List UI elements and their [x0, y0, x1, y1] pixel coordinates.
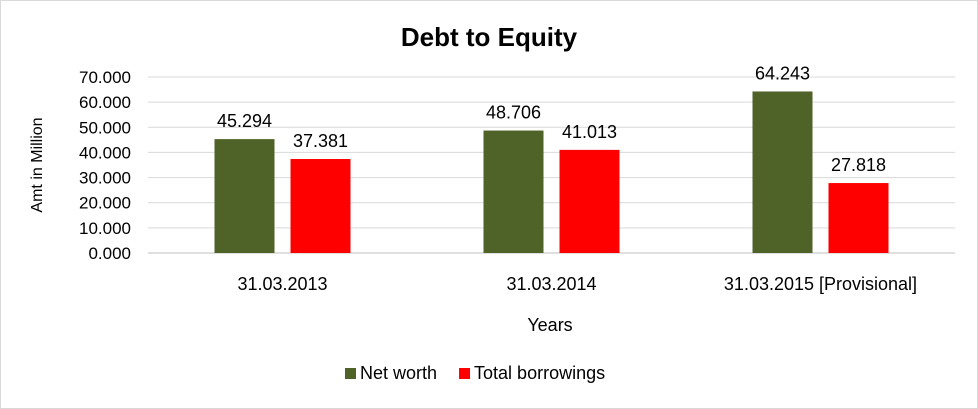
y-tick-label: 40.000	[79, 143, 131, 162]
data-label: 45.294	[217, 111, 272, 131]
y-tick-label: 30.000	[79, 169, 131, 188]
data-label: 48.706	[486, 103, 541, 123]
bar-net-worth	[483, 130, 544, 253]
legend-swatch-net-worth	[345, 368, 356, 379]
x-tick-label: 31.03.2014	[506, 274, 596, 294]
bars	[214, 91, 889, 254]
data-labels: 45.294 37.381 48.706 41.013 64.243 27.818	[217, 63, 886, 175]
y-tick-label: 60.000	[79, 93, 131, 112]
y-tick-label: 0.000	[88, 244, 131, 263]
legend: Net worth Total borrowings	[345, 363, 605, 383]
y-tick-label: 20.000	[79, 194, 131, 213]
data-label: 64.243	[755, 63, 810, 83]
data-label: 41.013	[562, 122, 617, 142]
y-tick-label: 50.000	[79, 118, 131, 137]
x-axis-label: Years	[527, 315, 572, 335]
gridlines	[148, 76, 955, 254]
y-tick-label: 70.000	[79, 68, 131, 87]
bar-total-borrowings	[828, 183, 889, 253]
y-tick-label: 10.000	[79, 219, 131, 238]
data-label: 37.381	[293, 131, 348, 151]
bar-net-worth	[752, 91, 813, 254]
legend-swatch-total-borrowings	[459, 368, 471, 379]
x-axis-tick-labels: 31.03.2013 31.03.2014 31.03.2015 [Provisio…	[237, 274, 917, 294]
x-tick-label: 31.03.2013	[237, 274, 327, 294]
legend-label: Net worth	[360, 363, 437, 383]
legend-label: Total borrowings	[474, 363, 605, 383]
x-tick-label: 31.03.2015 [Provisional]	[724, 274, 917, 294]
bar-total-borrowings	[559, 149, 620, 253]
bar-total-borrowings	[290, 159, 351, 253]
chart-title: Debt to Equity	[401, 22, 578, 52]
y-axis-tick-labels: 0.000 10.000 20.000 30.000 40.000 50.000 60.00…	[79, 68, 131, 263]
bar-net-worth	[214, 139, 275, 253]
y-axis-label: Amt in Million	[29, 117, 46, 212]
data-label: 27.818	[831, 155, 886, 175]
